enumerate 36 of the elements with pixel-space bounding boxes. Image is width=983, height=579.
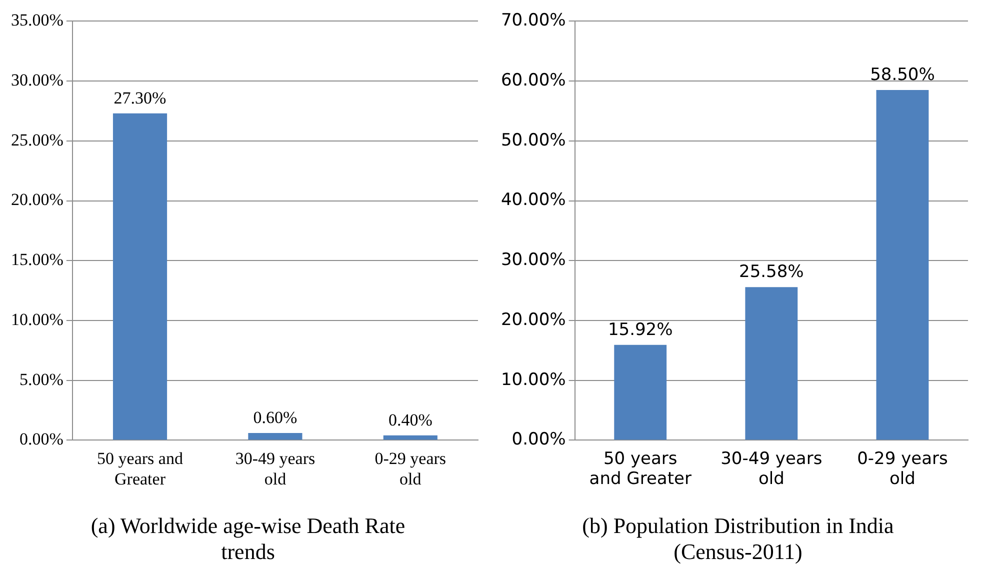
data-label: 25.58% bbox=[738, 262, 804, 282]
bar bbox=[745, 287, 798, 440]
text: (b) Population Distribution in India (Census-2011) bbox=[581, 513, 895, 565]
x-tick-label: 30-49 years old bbox=[720, 448, 822, 490]
x-tick-label: 30-49 years old bbox=[235, 448, 316, 488]
y-tick-label: 25.00% bbox=[10, 130, 64, 150]
y-tick-label: 5.00% bbox=[19, 370, 64, 389]
y-tick-label: 40.00% bbox=[500, 190, 566, 210]
y-tick-label: 35.00% bbox=[10, 10, 64, 30]
data-label: 58.50% bbox=[870, 64, 935, 85]
x-tick-label: 0-29 years old bbox=[374, 448, 446, 488]
x-tick-label: 50 years and Greater bbox=[97, 448, 184, 488]
y-tick-label: 50.00% bbox=[500, 130, 566, 150]
y-tick-label: 0.00% bbox=[19, 430, 64, 449]
y-tick-label: 20.00% bbox=[10, 190, 64, 210]
bar bbox=[876, 90, 929, 440]
x-tick-label: 50 years and Greater bbox=[589, 448, 692, 490]
data-label: 0.60% bbox=[253, 408, 298, 427]
bar bbox=[383, 435, 438, 440]
text: (a) Worldwide age-wise Death Rate trends bbox=[90, 513, 406, 565]
bar bbox=[112, 113, 168, 440]
bar bbox=[614, 344, 667, 440]
y-tick-label: 70.00% bbox=[500, 10, 566, 31]
y-tick-label: 15.00% bbox=[10, 250, 64, 270]
y-tick-label: 30.00% bbox=[500, 250, 566, 270]
y-tick-label: 20.00% bbox=[500, 310, 566, 330]
y-tick-label: 10.00% bbox=[10, 310, 64, 329]
data-label: 15.92% bbox=[608, 320, 673, 340]
y-tick-label: 0.00% bbox=[512, 430, 566, 450]
x-tick-label: 0-29 years old bbox=[857, 448, 948, 490]
y-tick-label: 60.00% bbox=[500, 70, 566, 90]
y-tick-label: 30.00% bbox=[10, 70, 64, 90]
data-label: 0.40% bbox=[388, 410, 432, 430]
y-tick-label: 10.00% bbox=[500, 370, 566, 390]
bar bbox=[248, 433, 302, 440]
data-label: 27.30% bbox=[114, 88, 166, 108]
